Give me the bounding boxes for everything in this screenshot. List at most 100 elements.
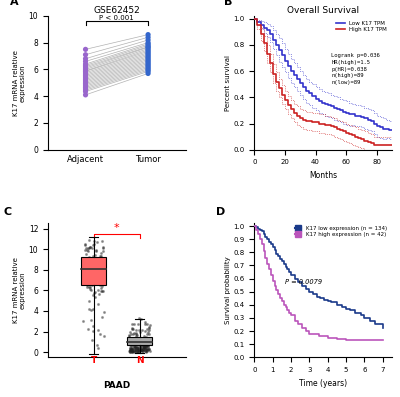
Point [147, 335, 154, 342]
Point [92, 255, 98, 262]
Title: GSE62452: GSE62452 [94, 6, 140, 15]
Point [96, 277, 102, 283]
Y-axis label: Percent survival: Percent survival [225, 55, 231, 111]
Point [82, 274, 88, 280]
Point [88, 257, 95, 264]
Point [141, 344, 147, 351]
Point [81, 262, 87, 268]
Point [143, 346, 149, 353]
Point [134, 332, 140, 339]
Point [98, 270, 104, 276]
Point [136, 314, 142, 321]
Point [101, 270, 107, 276]
Point [136, 348, 142, 355]
Point [145, 55, 151, 61]
Point [92, 277, 98, 283]
Point [91, 259, 97, 265]
Point [82, 82, 89, 88]
Text: D: D [216, 207, 225, 218]
Point [87, 261, 94, 267]
Point [135, 347, 142, 353]
Point [86, 262, 92, 268]
Point [93, 239, 100, 245]
Point [82, 247, 88, 253]
Point [136, 334, 142, 341]
Point [133, 330, 140, 337]
Point [134, 346, 141, 352]
Point [140, 347, 146, 354]
Point [90, 252, 96, 259]
Point [82, 46, 89, 52]
Point [131, 349, 138, 355]
Point [138, 341, 145, 347]
Point [96, 258, 102, 264]
Point [94, 342, 100, 348]
Point [91, 268, 97, 275]
Point [84, 267, 90, 274]
Point [138, 347, 144, 353]
Point [82, 68, 89, 75]
Point [81, 273, 87, 279]
Point [81, 264, 88, 271]
Point [84, 271, 90, 277]
Point [130, 326, 136, 332]
Point [129, 343, 136, 350]
Point [128, 346, 134, 352]
Point [145, 59, 151, 65]
Point [82, 266, 89, 272]
Point [127, 342, 134, 349]
Point [145, 56, 151, 63]
Y-axis label: Survival probability: Survival probability [225, 256, 231, 324]
Point [84, 247, 90, 253]
Point [96, 271, 102, 277]
Point [145, 66, 151, 72]
Point [97, 252, 103, 259]
Point [141, 343, 147, 349]
Text: PAAD: PAAD [103, 382, 130, 390]
Point [143, 343, 149, 349]
Point [85, 272, 92, 278]
Point [88, 307, 94, 314]
Point [142, 349, 149, 355]
Point [138, 347, 144, 353]
Point [144, 321, 150, 327]
Point [82, 52, 89, 58]
Point [95, 327, 101, 333]
Point [97, 268, 103, 274]
Point [145, 44, 151, 50]
Point [142, 318, 148, 325]
Point [86, 254, 92, 260]
Point [87, 274, 94, 280]
Point [145, 42, 151, 48]
Point [132, 331, 139, 337]
Point [90, 242, 96, 248]
Point [137, 341, 143, 348]
Point [143, 342, 150, 348]
Point [139, 346, 146, 353]
Point [144, 344, 151, 351]
Point [94, 264, 100, 270]
Point [95, 345, 102, 351]
Text: N: N [136, 356, 144, 365]
Point [84, 259, 90, 266]
Point [138, 337, 145, 343]
Point [137, 342, 143, 349]
Point [97, 282, 104, 289]
Point [145, 340, 151, 346]
Point [87, 283, 93, 290]
Point [96, 291, 102, 297]
X-axis label: Time (years): Time (years) [299, 379, 347, 387]
Point [88, 270, 94, 277]
Point [87, 244, 94, 250]
Text: T: T [91, 356, 97, 365]
Point [82, 73, 89, 80]
Point [143, 340, 150, 346]
Point [146, 337, 152, 344]
Point [137, 337, 143, 343]
Point [86, 270, 93, 276]
Point [141, 345, 147, 352]
Point [82, 76, 89, 83]
Legend: Low K17 TPM, High K17 TPM: Low K17 TPM, High K17 TPM [334, 19, 389, 34]
Point [146, 325, 152, 331]
Point [88, 275, 94, 281]
